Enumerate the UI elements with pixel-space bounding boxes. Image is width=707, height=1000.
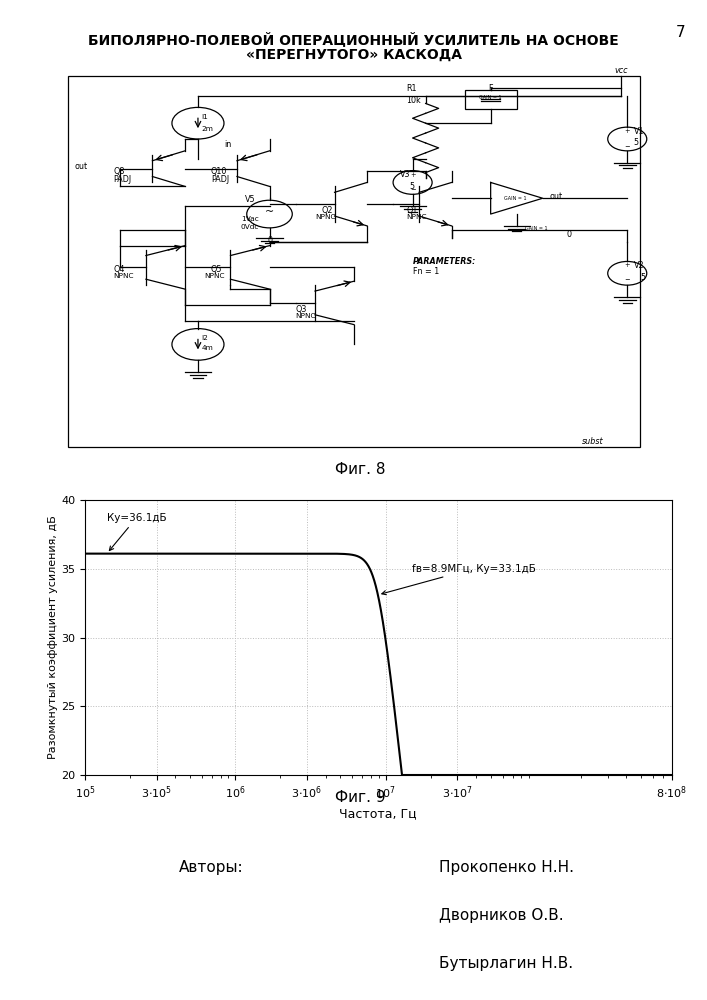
- Text: Q8: Q8: [113, 167, 124, 176]
- Text: 5: 5: [633, 138, 639, 147]
- Text: subst: subst: [582, 437, 603, 446]
- Text: 2m: 2m: [201, 126, 214, 132]
- Text: F: F: [489, 84, 493, 93]
- Text: 0Vdc: 0Vdc: [241, 224, 259, 230]
- Text: Q10: Q10: [211, 167, 228, 176]
- Bar: [464, 90, 517, 109]
- Text: +: +: [624, 262, 630, 268]
- Text: V3: V3: [399, 170, 410, 179]
- Text: GAIN = 1: GAIN = 1: [479, 95, 502, 100]
- Text: in: in: [224, 140, 231, 149]
- Text: 10k: 10k: [406, 96, 421, 105]
- Text: vcc: vcc: [614, 66, 628, 75]
- Text: NPNC: NPNC: [113, 273, 134, 279]
- Text: 5: 5: [409, 182, 414, 191]
- Text: Q2: Q2: [322, 206, 333, 215]
- Y-axis label: Разомкнутый коэффициент усиления, дБ: Разомкнутый коэффициент усиления, дБ: [48, 516, 58, 759]
- Text: fв=8.9МГц, Ку=33.1дБ: fв=8.9МГц, Ку=33.1дБ: [382, 564, 536, 595]
- Text: 1Vac: 1Vac: [241, 216, 259, 222]
- Text: V2: V2: [633, 261, 644, 270]
- Text: out: out: [549, 192, 562, 201]
- Text: out: out: [74, 162, 88, 171]
- Text: Бутырлагин Н.В.: Бутырлагин Н.В.: [438, 956, 573, 971]
- Text: PADJ: PADJ: [113, 175, 132, 184]
- Text: V1: V1: [633, 127, 644, 136]
- Text: NPNC: NPNC: [296, 313, 316, 319]
- Text: I1: I1: [201, 114, 208, 120]
- Text: Q4: Q4: [113, 265, 124, 274]
- Text: V5: V5: [245, 195, 255, 204]
- Text: GAIN = 1: GAIN = 1: [525, 226, 547, 231]
- Text: 4m: 4m: [201, 345, 213, 351]
- Text: 5: 5: [641, 273, 645, 282]
- Text: PADJ: PADJ: [211, 175, 229, 184]
- Text: −: −: [624, 277, 630, 283]
- Text: I2: I2: [201, 335, 208, 341]
- Text: NPNC: NPNC: [204, 273, 225, 279]
- Text: +: +: [624, 128, 630, 134]
- Text: −: −: [410, 187, 415, 193]
- Text: Ку=36.1дБ: Ку=36.1дБ: [107, 513, 166, 551]
- Text: NPNC: NPNC: [315, 214, 336, 220]
- Text: GAIN = 1: GAIN = 1: [503, 196, 526, 201]
- Text: 0: 0: [267, 236, 272, 245]
- Text: +: +: [410, 172, 415, 178]
- Text: БИПОЛЯРНО-ПОЛЕВОЙ ОПЕРАЦИОННЫЙ УСИЛИТЕЛЬ НА ОСНОВЕ: БИПОЛЯРНО-ПОЛЕВОЙ ОПЕРАЦИОННЫЙ УСИЛИТЕЛЬ…: [88, 32, 619, 47]
- Text: Фиг. 8: Фиг. 8: [335, 462, 386, 478]
- Text: Авторы:: Авторы:: [179, 860, 243, 875]
- Text: R1: R1: [406, 84, 416, 93]
- Text: NPNC: NPNC: [406, 214, 426, 220]
- Text: ~: ~: [265, 207, 274, 217]
- Text: 0: 0: [566, 230, 571, 239]
- Text: Дворников О.В.: Дворников О.В.: [438, 908, 563, 923]
- Text: Фиг. 9: Фиг. 9: [335, 790, 386, 805]
- Text: Прокопенко Н.Н.: Прокопенко Н.Н.: [438, 860, 573, 875]
- Text: PARAMETERS:: PARAMETERS:: [413, 257, 476, 266]
- Text: «ПЕРЕГНУТОГО» КАСКОДА: «ПЕРЕГНУТОГО» КАСКОДА: [245, 48, 462, 62]
- Text: Q1: Q1: [406, 206, 417, 215]
- Text: Q3: Q3: [296, 305, 307, 314]
- Text: −: −: [624, 144, 630, 150]
- X-axis label: Частота, Гц: Частота, Гц: [339, 807, 417, 820]
- Text: 7: 7: [676, 25, 686, 40]
- Bar: [68, 76, 641, 447]
- Text: Q5: Q5: [211, 265, 223, 274]
- Text: Fn = 1: Fn = 1: [413, 267, 439, 276]
